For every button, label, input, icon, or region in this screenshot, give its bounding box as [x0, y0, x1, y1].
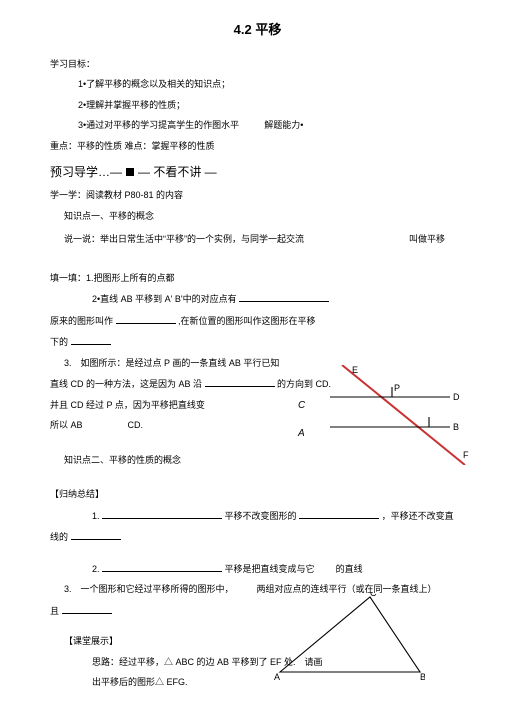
sum2-b: 平移是把直线变成与它 — [225, 564, 315, 574]
focus-points: 重点：平移的性质 难点：掌握平移的性质 — [50, 140, 465, 154]
square-icon — [126, 168, 134, 176]
geom-label-c: C — [298, 398, 305, 413]
prestudy-heading: 预习导学…— — 不看不讲 — — [50, 163, 465, 181]
orig-a: 原来的图形叫作 — [50, 316, 113, 326]
objective-3: 3•通过对平移的学习提高学生的作图水平 解题能力• — [50, 119, 465, 133]
objective-2: 2•理解并掌握平移的性质； — [50, 99, 465, 113]
blank-line — [71, 530, 121, 540]
blank-line — [239, 292, 329, 302]
sum2-c: 的直线 — [336, 564, 363, 574]
label-d: D — [453, 392, 460, 402]
and-text: 且 — [50, 606, 59, 616]
blank-line — [102, 562, 222, 572]
cd-text: CD. — [128, 420, 144, 430]
p3b-a: 直线 CD 的一种方法，这是因为 AB 沿 — [50, 379, 202, 389]
blank-line — [205, 377, 275, 387]
sum1-a: 1. — [92, 511, 100, 521]
fill-2-text: 2•直线 AB 平移到 A' B'中的对应点有 — [92, 294, 237, 304]
prestudy-text-a: 预习导学…— — [50, 163, 122, 181]
study-instruction: 学一学：阅读教材 P80-81 的内容 — [50, 189, 465, 203]
prestudy-text-b: — 不看不讲 — — [138, 163, 217, 181]
objectives-heading: 学习目标： — [50, 58, 465, 72]
sum1-b: 平移不改变图形的 — [225, 511, 297, 521]
sum2-a: 2. — [92, 564, 100, 574]
summary-1: 1. 平移不改变图形的 ，平移还不改变直 — [50, 509, 465, 524]
summary-linedir: 线的 — [50, 530, 465, 545]
original-shape: 原来的图形叫作 ,在新位置的图形叫作这图形在平移 — [50, 314, 465, 329]
summary-heading: 【归纳总结】 — [50, 488, 465, 502]
talk-row: 叫做平移 说一说：举出日常生活中“平移”的一个实例，与同学一起交流 — [50, 233, 465, 247]
objective-1: 1•了解平移的概念以及相关的知识点； — [50, 78, 465, 92]
knowledge-point-1: 知识点一、平移的概念 — [50, 210, 465, 224]
sum3-a: 3. 一个图形和它经过平移所得的图形中， — [64, 584, 234, 594]
talk-text: 说一说：举出日常生活中“平移”的一个实例，与同学一起交流 — [64, 234, 304, 244]
label-b: B — [453, 422, 459, 432]
blank-line — [71, 335, 111, 345]
red-line-ef — [342, 365, 465, 465]
under-row: 下的 — [50, 335, 465, 350]
sum1-c: ，平移还不改变直 — [382, 511, 454, 521]
summary-2: 2. 平移是把直线变成与它 的直线 — [50, 562, 465, 577]
fill-heading: 填一填：1.把图形上所有的点都 — [50, 272, 465, 286]
label-e: E — [352, 365, 358, 375]
triangle-abc — [280, 597, 420, 672]
tri-label-b: B — [420, 672, 425, 682]
blank-line — [116, 314, 176, 324]
blank-line — [62, 604, 112, 614]
page-title: 4.2 平移 — [50, 20, 465, 40]
objective-3a: 3•通过对平移的学习提高学生的作图水平 — [78, 120, 239, 130]
tri-label-c: C — [370, 592, 377, 598]
called-label: 叫做平移 — [409, 233, 445, 247]
so-ab: 所以 AB — [50, 420, 83, 430]
geometry-diagram: E P D B F — [320, 365, 490, 465]
blank-line — [102, 509, 222, 519]
fill-2: 2•直线 AB 平移到 A' B'中的对应点有 — [50, 292, 465, 307]
triangle-diagram: A B C — [270, 592, 425, 682]
label-p: P — [394, 383, 400, 393]
tri-label-a: A — [274, 672, 280, 682]
orig-b: ,在新位置的图形叫作这图形在平移 — [178, 316, 316, 326]
label-f: F — [463, 450, 469, 460]
geom-label-a: A — [298, 426, 305, 441]
under-text: 下的 — [50, 337, 68, 347]
objective-3b: 解题能力• — [264, 120, 303, 130]
blank-line — [299, 509, 379, 519]
sum-line: 线的 — [50, 532, 68, 542]
